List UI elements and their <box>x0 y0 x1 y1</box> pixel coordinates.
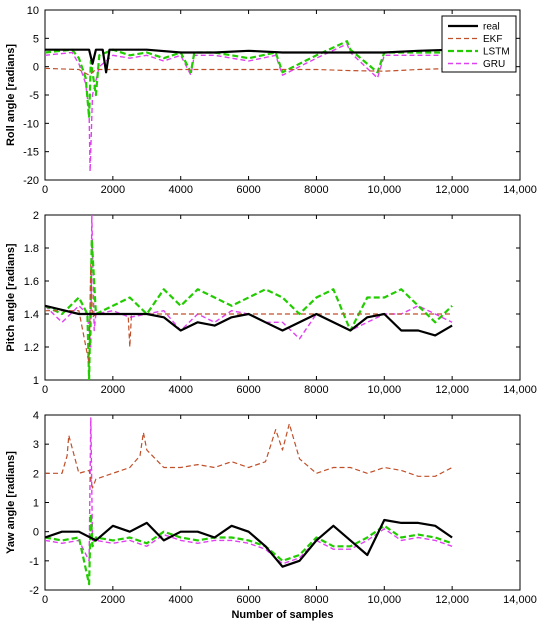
x-tick-label: 10,000 <box>367 384 401 396</box>
x-tick-label: 10,000 <box>367 594 401 606</box>
plot-frame <box>44 414 521 591</box>
panel-2: 0 2000 4000 6000 8000 10,000 12,000 14,000 2 1.8 1… <box>5 210 537 396</box>
x-tick-label: 14,000 <box>503 594 537 606</box>
series-group <box>45 40 453 173</box>
x-tick-label: 8000 <box>304 184 328 196</box>
y-tick-label: 0 <box>33 527 39 539</box>
x-tick-label: 0 <box>42 184 48 196</box>
x-tick-label: 12,000 <box>435 384 469 396</box>
x-tick-label: 4000 <box>168 594 192 606</box>
y-tick-label: 2 <box>33 210 39 222</box>
y-tick-label: 1 <box>33 498 39 510</box>
series-line-real <box>45 518 453 568</box>
x-tick-label: 12,000 <box>435 594 469 606</box>
y-tick-label: 1 <box>33 375 39 387</box>
y-tick-label: 1.6 <box>24 276 39 288</box>
series-line-ekf <box>45 67 453 76</box>
panel-1: 0 2000 4000 6000 8000 10,000 12,000 14,0001050-… <box>5 5 537 196</box>
legend-label-real: real <box>483 22 500 33</box>
legend-label-ekf: EKF <box>483 34 502 45</box>
x-tick-label: 6000 <box>236 384 260 396</box>
series-line-lstm <box>45 40 453 119</box>
series-line-lstm <box>45 513 453 586</box>
y-tick-label: 10 <box>27 5 39 17</box>
y-tick-label: 0 <box>33 62 39 74</box>
series-line-gru <box>45 417 453 565</box>
x-tick-label: 0 <box>42 384 48 396</box>
series-line-ekf <box>45 423 453 489</box>
x-tick-label: 8000 <box>304 384 328 396</box>
plot-frame <box>44 214 521 381</box>
y-axis-label: Yaw angle [radians] <box>5 451 17 554</box>
y-tick-label: -10 <box>23 118 39 130</box>
x-tick-label: 10,000 <box>367 184 401 196</box>
series-line-ekf <box>45 263 453 365</box>
series-group <box>45 417 453 586</box>
x-tick-label: 12,000 <box>435 184 469 196</box>
x-tick-label: 6000 <box>236 184 260 196</box>
y-tick-label: 5 <box>33 33 39 45</box>
series-line-gru <box>45 215 453 348</box>
y-tick-label: -20 <box>23 175 39 187</box>
y-tick-label: -15 <box>23 147 39 159</box>
x-tick-label: 0 <box>42 594 48 606</box>
y-tick-label: 1.8 <box>24 243 39 255</box>
y-tick-label: 1.4 <box>24 309 39 321</box>
x-tick-label: 6000 <box>236 594 260 606</box>
x-tick-label: 2000 <box>101 594 125 606</box>
y-axis-label: Pitch angle [radians] <box>5 243 17 352</box>
x-tick-label: 8000 <box>304 594 328 606</box>
x-tick-label: 14,000 <box>503 384 537 396</box>
series-line-lstm <box>45 238 453 380</box>
x-tick-label: 4000 <box>168 184 192 196</box>
y-tick-label: -2 <box>29 585 39 597</box>
y-axis-label: Roll angle [radians] <box>5 44 17 146</box>
y-tick-label: -1 <box>29 556 39 568</box>
x-axis-label: Number of samples <box>231 609 333 621</box>
y-tick-label: -5 <box>29 90 39 102</box>
x-tick-label: 4000 <box>168 384 192 396</box>
series-line-real <box>45 304 453 337</box>
y-tick-label: 1.2 <box>24 342 39 354</box>
y-tick-label: 4 <box>33 410 39 422</box>
x-tick-label: 2000 <box>101 384 125 396</box>
series-line-real <box>45 48 453 74</box>
panel-3: 0 2000 4000 6000 8000 10,000 12,000 14,000 4 3 2 1 0… <box>5 410 537 621</box>
y-tick-label: 3 <box>33 439 39 451</box>
legend-label-gru: GRU <box>483 59 505 70</box>
series-line-gru <box>45 43 453 173</box>
legend-label-lstm: LSTM <box>483 47 510 58</box>
y-tick-label: 2 <box>33 468 39 480</box>
series-group <box>45 215 453 380</box>
x-tick-label: 14,000 <box>503 184 537 196</box>
x-tick-label: 2000 <box>101 184 125 196</box>
